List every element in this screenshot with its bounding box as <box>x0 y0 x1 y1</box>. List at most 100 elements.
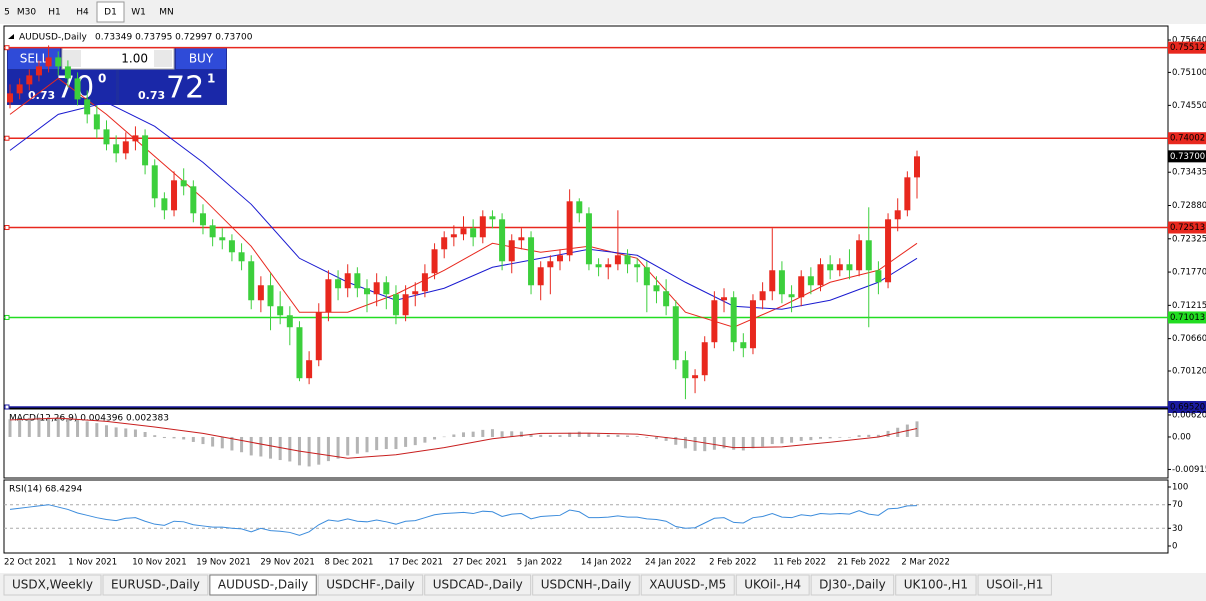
tab-label[interactable]: UK100-,H1 <box>904 578 968 592</box>
tab-label[interactable]: USDCHF-,Daily <box>326 578 414 592</box>
tab[interactable] <box>102 574 209 596</box>
x-tick-label: 17 Dec 2021 <box>389 558 443 568</box>
macd-bar <box>886 430 890 437</box>
y-tick-label: 0.72880 <box>1172 201 1206 211</box>
tab[interactable] <box>317 574 424 596</box>
timeframe-button[interactable] <box>125 2 152 22</box>
macd-bar <box>37 417 41 437</box>
macd-bar <box>172 436 176 439</box>
macd-bar <box>577 431 581 437</box>
tab[interactable] <box>532 574 640 596</box>
sell-prefix: 0.73 <box>28 89 55 102</box>
tab-label[interactable]: USDX,Weekly <box>12 578 93 592</box>
tab[interactable] <box>3 574 102 596</box>
candle-body <box>769 270 776 292</box>
timeframe-label[interactable]: H4 <box>76 8 89 18</box>
buy-label[interactable]: BUY <box>189 52 214 66</box>
macd-bar <box>626 435 630 437</box>
candle-body <box>344 273 351 289</box>
level-label-bg <box>1168 221 1206 234</box>
candle-body <box>392 294 399 316</box>
lot-up[interactable] <box>154 50 172 67</box>
tab[interactable] <box>810 574 895 596</box>
ohlc-text: 0.73349 0.73795 0.72997 0.73700 <box>95 33 253 43</box>
candle-body <box>335 279 342 289</box>
tab-label[interactable]: DJ30-,Daily <box>819 578 886 592</box>
macd-bar <box>558 435 562 437</box>
x-tick-label: 10 Nov 2021 <box>132 558 186 568</box>
lot-value: 1.00 <box>121 52 148 66</box>
buy-price[interactable] <box>119 70 226 104</box>
macd-bar <box>8 419 12 437</box>
tab-label[interactable]: USDCAD-,Daily <box>433 578 523 592</box>
tab-label[interactable]: USOil-,H1 <box>986 578 1043 592</box>
lot-down[interactable] <box>63 50 81 67</box>
last-price-bg <box>1168 150 1206 163</box>
tab-label[interactable]: UKOil-,H4 <box>744 578 801 592</box>
timeframe-button[interactable] <box>153 2 180 22</box>
tab[interactable] <box>977 574 1052 596</box>
timeframe-label[interactable]: W1 <box>131 8 146 18</box>
rsi-title: RSI(14) 68.4294 <box>9 485 82 495</box>
timeframe-label[interactable]: 5 <box>4 8 10 18</box>
tab-label[interactable]: XAUUSD-,M5 <box>649 578 726 592</box>
sell-price[interactable] <box>8 70 116 104</box>
level-marker <box>4 404 10 410</box>
sell-label[interactable]: SELL <box>20 52 49 66</box>
candle-body <box>296 327 303 379</box>
candle-body <box>701 342 708 376</box>
x-tick-label: 19 Nov 2021 <box>196 558 250 568</box>
timeframe-button[interactable] <box>2 2 12 22</box>
tab-label[interactable]: AUDUSD-,Daily <box>218 578 308 592</box>
macd-bar <box>230 436 234 451</box>
candle-body <box>798 276 805 298</box>
candle-body <box>180 180 187 187</box>
macd-bar <box>828 436 832 439</box>
candle-body <box>846 264 853 271</box>
tab[interactable] <box>640 574 735 596</box>
timeframe-label[interactable]: H1 <box>48 8 61 18</box>
timeframe-label[interactable]: MN <box>159 8 174 18</box>
tab-label[interactable]: EURUSD-,Daily <box>111 578 200 592</box>
candle-body <box>904 177 911 211</box>
macd-bar <box>27 417 31 437</box>
buy-button[interactable] <box>176 48 226 69</box>
macd-bar <box>819 436 823 439</box>
y-tick-label: 70 <box>1172 500 1183 510</box>
y-tick-label: 0.70120 <box>1172 367 1206 377</box>
timeframe-button[interactable] <box>69 2 96 22</box>
macd-bar <box>114 427 118 437</box>
x-tick-label: 8 Dec 2021 <box>325 558 374 568</box>
tab[interactable] <box>424 574 532 596</box>
level-label: 0.75512 <box>1170 43 1205 53</box>
candle-body <box>778 270 785 295</box>
candle-body <box>190 186 197 214</box>
candle-body <box>518 237 525 241</box>
candle-body <box>74 78 81 100</box>
macd-bar <box>76 419 80 437</box>
tab[interactable] <box>735 574 810 596</box>
candle-body <box>653 285 660 292</box>
macd-bar <box>616 434 620 437</box>
macd-bar <box>654 436 658 440</box>
macd-bar <box>384 436 388 450</box>
macd-bar <box>375 436 379 451</box>
y-tick-label: 0.72325 <box>1172 234 1206 244</box>
candle-body <box>113 144 120 154</box>
timeframe-button[interactable] <box>41 2 68 22</box>
macd-bar <box>674 436 678 445</box>
macd-panel <box>3 408 1169 479</box>
tab[interactable] <box>209 574 317 596</box>
candle-body <box>788 294 795 298</box>
tab-label[interactable]: USDCNH-,Daily <box>541 578 632 592</box>
timeframe-label[interactable]: M30 <box>17 8 36 18</box>
level-label: 0.74002 <box>1170 134 1205 144</box>
candle-body <box>171 180 178 211</box>
x-tick-label: 29 Nov 2021 <box>260 558 314 568</box>
timeframe-button[interactable] <box>96 1 125 23</box>
macd-bar <box>259 436 263 457</box>
tab[interactable] <box>895 574 977 596</box>
timeframe-label[interactable]: D1 <box>104 8 117 18</box>
timeframe-button[interactable] <box>13 2 40 22</box>
